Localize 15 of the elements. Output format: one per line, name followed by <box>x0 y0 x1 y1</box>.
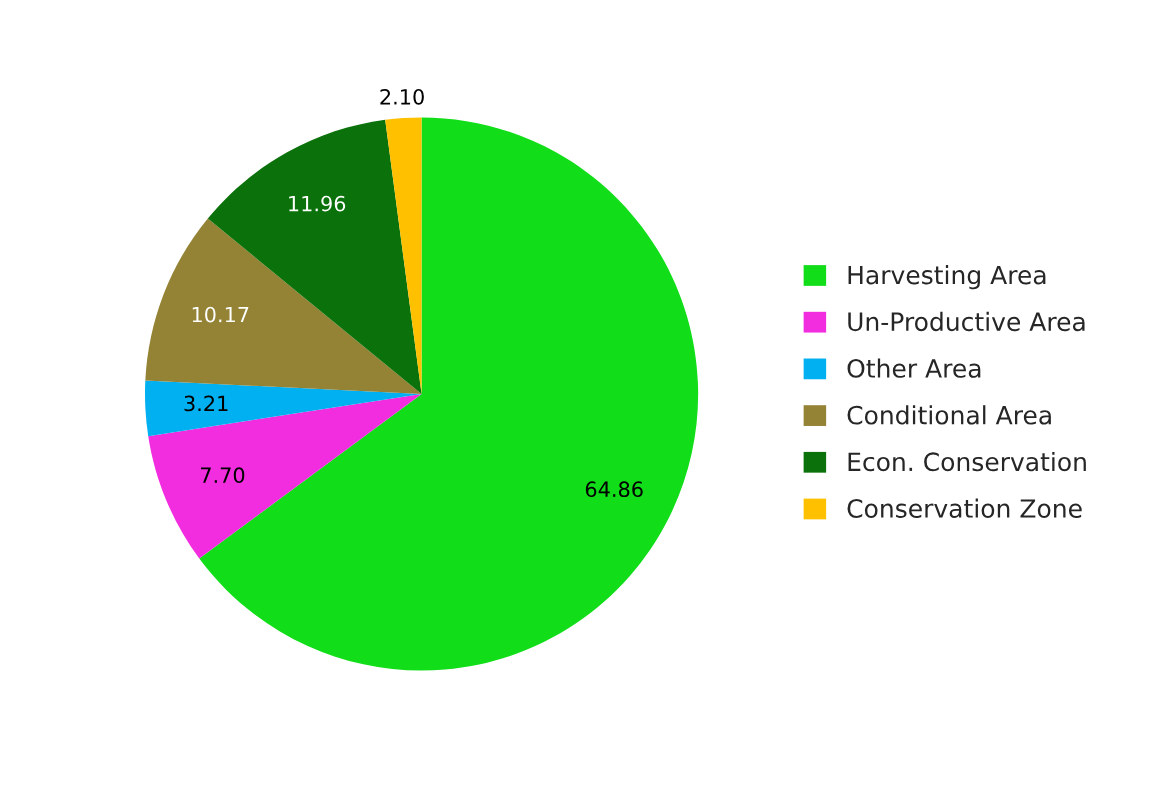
data-label: 10.17 <box>192 306 249 323</box>
data-label: 3.21 <box>184 395 228 412</box>
pie-slice <box>385 117 422 394</box>
pie-slice <box>148 393 422 559</box>
legend-label: Conservation Zone <box>847 498 1082 518</box>
data-label: 11.96 <box>289 195 346 212</box>
legend-label: Harvesting Area <box>848 265 1046 290</box>
legend-label: Conditional Area <box>847 405 1051 425</box>
legend-label: Other Area <box>847 358 981 378</box>
data-label: 7.70 <box>200 467 245 484</box>
data-label: 64.86 <box>585 481 643 498</box>
pie-slice <box>145 218 422 394</box>
legend-label: Un-Productive Area <box>848 311 1085 332</box>
legend-label: Econ. Conservation <box>848 451 1086 472</box>
data-label: 2.10 <box>380 88 424 105</box>
